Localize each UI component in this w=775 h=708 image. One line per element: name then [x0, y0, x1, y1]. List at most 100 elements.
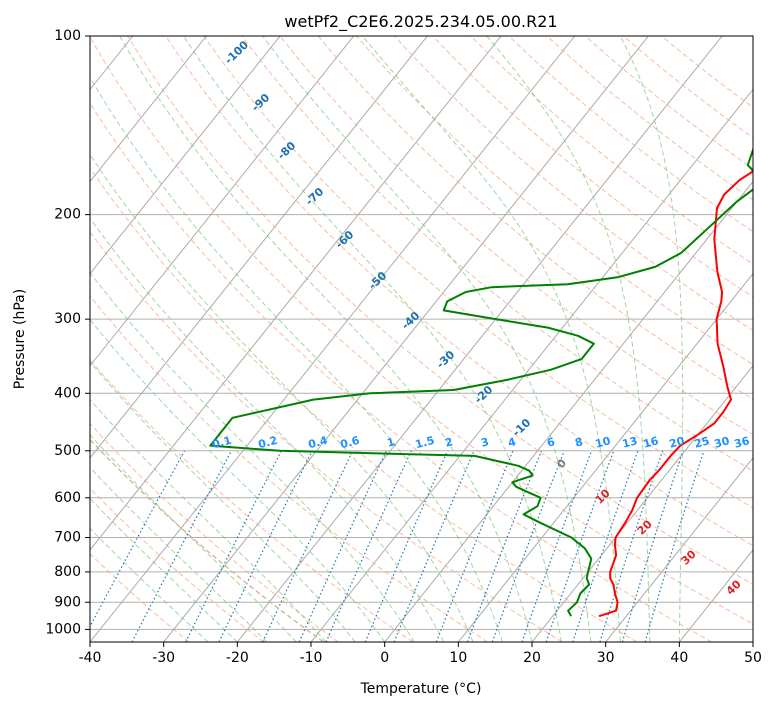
- x-tick-label: -20: [226, 650, 249, 666]
- mixing-ratio-label: 1: [385, 435, 396, 450]
- mixing-ratio-label: 0.4: [307, 434, 330, 452]
- y-tick-label: 900: [54, 594, 81, 610]
- mixing-ratio-label: 2: [443, 435, 454, 450]
- mixing-ratio-label: 0.1: [211, 434, 233, 452]
- mixing-ratio-label: 30: [713, 434, 731, 451]
- isotherm-line: [90, 36, 502, 551]
- isotherm-line: [457, 272, 753, 642]
- isotherm-line: [531, 364, 753, 642]
- mixing-ratio-line: [298, 450, 388, 642]
- moist-adiabat-line: [262, 36, 592, 642]
- mixing-ratio-label: 25: [693, 434, 711, 451]
- moist-adiabat-line: [90, 398, 327, 642]
- mixing-ratio-line: [364, 450, 449, 642]
- moist-adiabat-line: [90, 466, 268, 642]
- mixing-ratio-line: [572, 450, 639, 642]
- moist-adiabat-line: [90, 271, 415, 642]
- mixing-ratio-label: 6: [545, 435, 556, 450]
- x-tick-label: 50: [744, 650, 762, 666]
- y-tick-label: 300: [54, 311, 81, 327]
- isotherm-line: [90, 36, 576, 642]
- x-tick-label: 40: [670, 650, 688, 666]
- profile-lines: [209, 147, 753, 618]
- mixing-ratio-line: [644, 450, 705, 642]
- y-tick-label: 600: [54, 490, 81, 506]
- y-tick-label: 500: [54, 443, 81, 459]
- mixing-ratio-line: [90, 450, 186, 628]
- moist-adiabat-line: [90, 497, 238, 642]
- moist-adiabat-line: [90, 433, 297, 642]
- y-tick-label: 100: [54, 28, 81, 44]
- x-axis-label: Temperature (°C): [360, 681, 482, 697]
- dewpoint-profile-line: [209, 147, 753, 617]
- moist-adiabat-line: [619, 36, 684, 642]
- moist-adiabat-line: [183, 36, 562, 642]
- moist-adiabat-line: [90, 318, 386, 642]
- isotherm-line: [605, 457, 753, 642]
- x-tick-label: 10: [449, 650, 467, 666]
- dry-adiabat-line: [90, 102, 712, 642]
- x-tick-label: -40: [79, 650, 102, 666]
- mixing-ratio-line: [262, 450, 354, 642]
- x-tick-label: -10: [300, 650, 323, 666]
- mixing-ratio-line: [218, 450, 313, 642]
- mixing-ratio-label: 1.5: [414, 434, 436, 452]
- dry-adiabat-line: [90, 295, 488, 642]
- x-tick-label: 20: [523, 650, 541, 666]
- isotherm-line: [90, 36, 207, 183]
- mixing-ratio-label: 3: [479, 435, 490, 450]
- isotherm-line: [310, 88, 753, 642]
- moist-adiabat-line: [90, 217, 445, 642]
- mixing-ratio-line: [545, 450, 615, 642]
- mixing-ratio-label: 8: [573, 435, 584, 450]
- plot-frame: [89, 35, 754, 643]
- mixing-ratio-label: 4: [506, 435, 517, 450]
- moist-adiabat-line: [90, 76, 503, 642]
- dry-adiabat-line: [622, 36, 753, 139]
- mixing-ratio-label: 20: [668, 434, 686, 451]
- isotherm-line: [90, 36, 355, 367]
- isotherm-line: [90, 36, 428, 459]
- isotherm-line: [163, 36, 649, 642]
- dry-adiabat-line: [584, 36, 753, 170]
- dry-adiabat-line: [546, 36, 753, 201]
- mixing-ratio-line: [325, 450, 412, 642]
- plot-area: [90, 36, 753, 642]
- isotherm-line: [90, 36, 281, 275]
- chart-title: wetPf2_C2E6.2025.234.05.00.R21: [284, 12, 557, 32]
- moist-adiabat-line: [90, 153, 474, 642]
- dry-adiabat-line: [317, 36, 753, 400]
- dry-adiabat-line: [90, 487, 264, 642]
- isotherm-line: [236, 36, 723, 642]
- x-tick-label: 0: [380, 650, 389, 666]
- dry-adiabat-line: [203, 36, 753, 509]
- y-tick-label: 1000: [45, 621, 81, 637]
- dry-adiabat-line: [90, 358, 414, 642]
- mixing-ratio-label: 0.2: [257, 434, 279, 452]
- isotherm-line: [384, 180, 753, 642]
- mixing-ratio-label: 10: [594, 434, 612, 451]
- axis-ticks: -40 -30 -20 -10 0 10 20 30 40 5010020030040050060…: [45, 28, 762, 666]
- y-tick-label: 200: [54, 207, 81, 223]
- dry-adiabat-line: [279, 36, 753, 436]
- mixing-ratio-label: 0.6: [339, 434, 362, 452]
- x-tick-label: 30: [597, 650, 615, 666]
- dry-adiabat-line: [90, 36, 753, 625]
- mixing-ratio-line: [393, 450, 475, 642]
- y-tick-label: 800: [54, 564, 81, 580]
- y-tick-label: 400: [54, 385, 81, 401]
- mixing-ratio-label: 16: [642, 434, 660, 451]
- moist-adiabat-line: [119, 36, 533, 642]
- mixing-ratio-line: [521, 450, 593, 642]
- dry-adiabat-line: [127, 36, 753, 585]
- dry-adiabat-line: [394, 36, 753, 332]
- mixing-ratio-label: 13: [621, 434, 639, 451]
- dry-adiabat-line: [470, 36, 753, 265]
- dry-adiabat-line: [165, 36, 753, 547]
- dry-adiabat-line: [90, 422, 339, 642]
- mixing-ratio-line: [599, 450, 664, 642]
- mixing-ratio-label: 36: [733, 434, 751, 451]
- reference-adiabat-line: [90, 438, 324, 642]
- mixing-ratio-line: [621, 450, 684, 642]
